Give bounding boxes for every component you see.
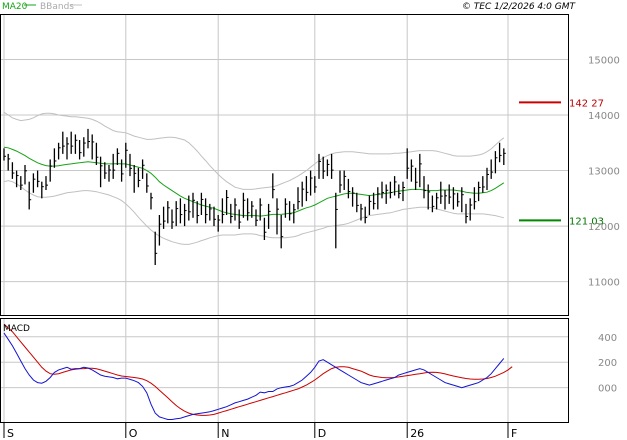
x-tick-label: F: [511, 427, 517, 440]
x-axis: S O N D 26 F: [3, 422, 517, 440]
price-y-axis: 11000 12000 13000 14000 15000: [588, 55, 620, 288]
macd-line: [3, 332, 505, 420]
bband-lower-line: [3, 180, 504, 245]
price-grid: [1, 15, 568, 315]
x-tick-label: D: [318, 427, 326, 440]
price-y-tick-label: 12000: [588, 222, 620, 233]
macd-lines: [3, 323, 513, 420]
macd-y-axis: 000 200 400: [598, 333, 617, 395]
price-bars: [3, 128, 506, 265]
macd-panel: [0, 318, 569, 423]
ma20-line: [3, 146, 505, 217]
price-y-tick-label: 13000: [588, 167, 620, 178]
resistance-level-label: 142 27: [569, 98, 604, 109]
x-tick-label: O: [129, 427, 138, 440]
ma20-path: [3, 146, 505, 217]
macd-y-tick-label: 200: [598, 358, 617, 369]
bollinger-bands: [3, 111, 505, 245]
support-level-label: 121 03: [569, 216, 604, 227]
price-y-tick-label: 15000: [588, 55, 620, 66]
x-tick-label: 26: [410, 427, 424, 440]
ma20-legend-label: MA20: [2, 2, 28, 12]
x-tick-label: S: [7, 427, 14, 440]
bbands-legend-label: BBands: [40, 2, 74, 12]
macd-y-tick-label: 000: [598, 384, 617, 395]
bband-upper-line: [3, 111, 505, 190]
x-tick-label: N: [221, 427, 229, 440]
support-resistance-levels: 142 27 121 03: [519, 98, 604, 227]
source-timestamp: © TEC 1/2/2026 4:0 GMT: [462, 2, 577, 12]
macd-y-tick-label: 400: [598, 333, 617, 344]
macd-title: MACD: [3, 324, 30, 334]
macd-signal-line: [3, 323, 513, 416]
price-y-tick-label: 14000: [588, 111, 620, 122]
price-y-tick-label: 11000: [588, 278, 620, 289]
macd-grid: [1, 319, 568, 422]
price-panel: [0, 14, 569, 316]
